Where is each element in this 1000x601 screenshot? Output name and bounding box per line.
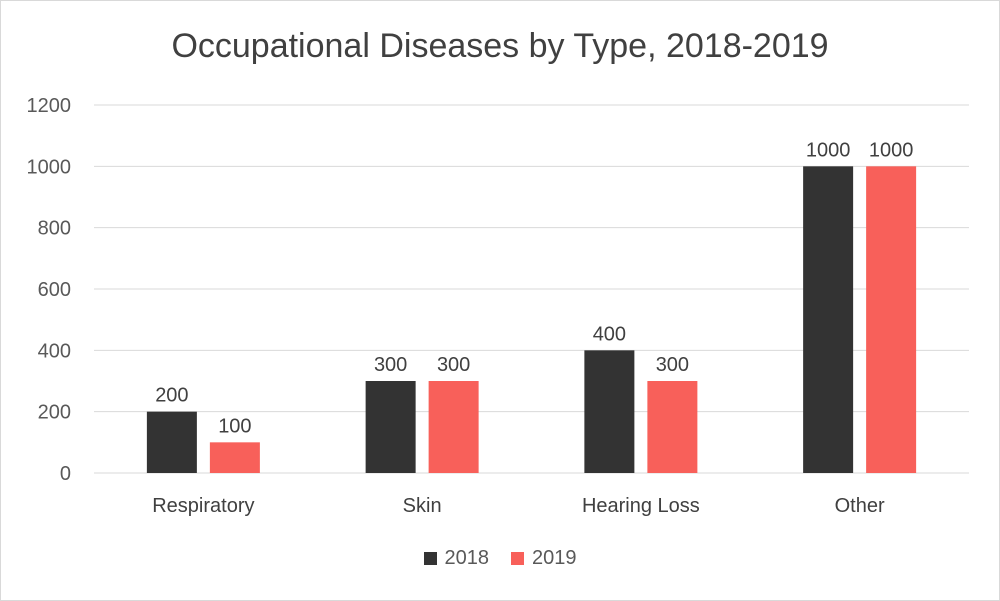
y-tick-label: 200 [38, 402, 71, 424]
chart-title: Occupational Diseases by Type, 2018-2019 [171, 27, 829, 65]
bar-2019-skin [428, 381, 479, 473]
legend: 2018 2019 [1, 547, 999, 570]
legend-item: 2018 [423, 547, 490, 570]
data-label: 1000 [806, 139, 851, 161]
plot-area: 0 200 400 600 800 1000 1200 200 100 300 300 400 300… [27, 95, 969, 517]
bars [146, 166, 917, 474]
data-label: 200 [155, 385, 188, 407]
data-label: 100 [218, 415, 251, 437]
bar-2018-respiratory [146, 411, 197, 473]
data-label: 300 [374, 354, 407, 376]
category-labels: Respiratory Skin Hearing Loss Other [152, 495, 885, 517]
legend-swatch [511, 552, 524, 565]
bar-2019-respiratory [209, 442, 260, 473]
y-tick-label: 600 [38, 279, 71, 301]
bar-2018-other [803, 166, 854, 474]
category-label: Hearing Loss [582, 495, 700, 517]
data-label: 300 [437, 354, 470, 376]
y-tick-label: 1000 [27, 156, 72, 178]
legend-swatch [423, 552, 437, 565]
legend-label: 2019 [532, 547, 577, 569]
data-label: 400 [593, 323, 626, 345]
y-axis-ticks: 0 200 400 600 800 1000 1200 [27, 95, 72, 485]
category-label: Respiratory [152, 495, 254, 517]
bar-2018-hearing-loss [584, 350, 635, 473]
data-labels: 200 100 300 300 400 300 1000 1000 [155, 139, 913, 437]
y-tick-label: 400 [38, 340, 71, 362]
data-label: 300 [656, 354, 689, 376]
bar-2019-hearing-loss [647, 381, 698, 473]
bar-2019-other [866, 166, 917, 474]
y-tick-label: 1200 [27, 95, 72, 117]
data-label: 1000 [869, 139, 914, 161]
category-label: Skin [403, 495, 442, 517]
legend-label: 2018 [444, 547, 490, 569]
category-label: Other [835, 495, 885, 517]
y-tick-label: 0 [60, 463, 71, 485]
y-tick-label: 800 [38, 218, 71, 240]
bar-2018-skin [365, 381, 416, 473]
legend-item: 2019 [511, 547, 577, 570]
